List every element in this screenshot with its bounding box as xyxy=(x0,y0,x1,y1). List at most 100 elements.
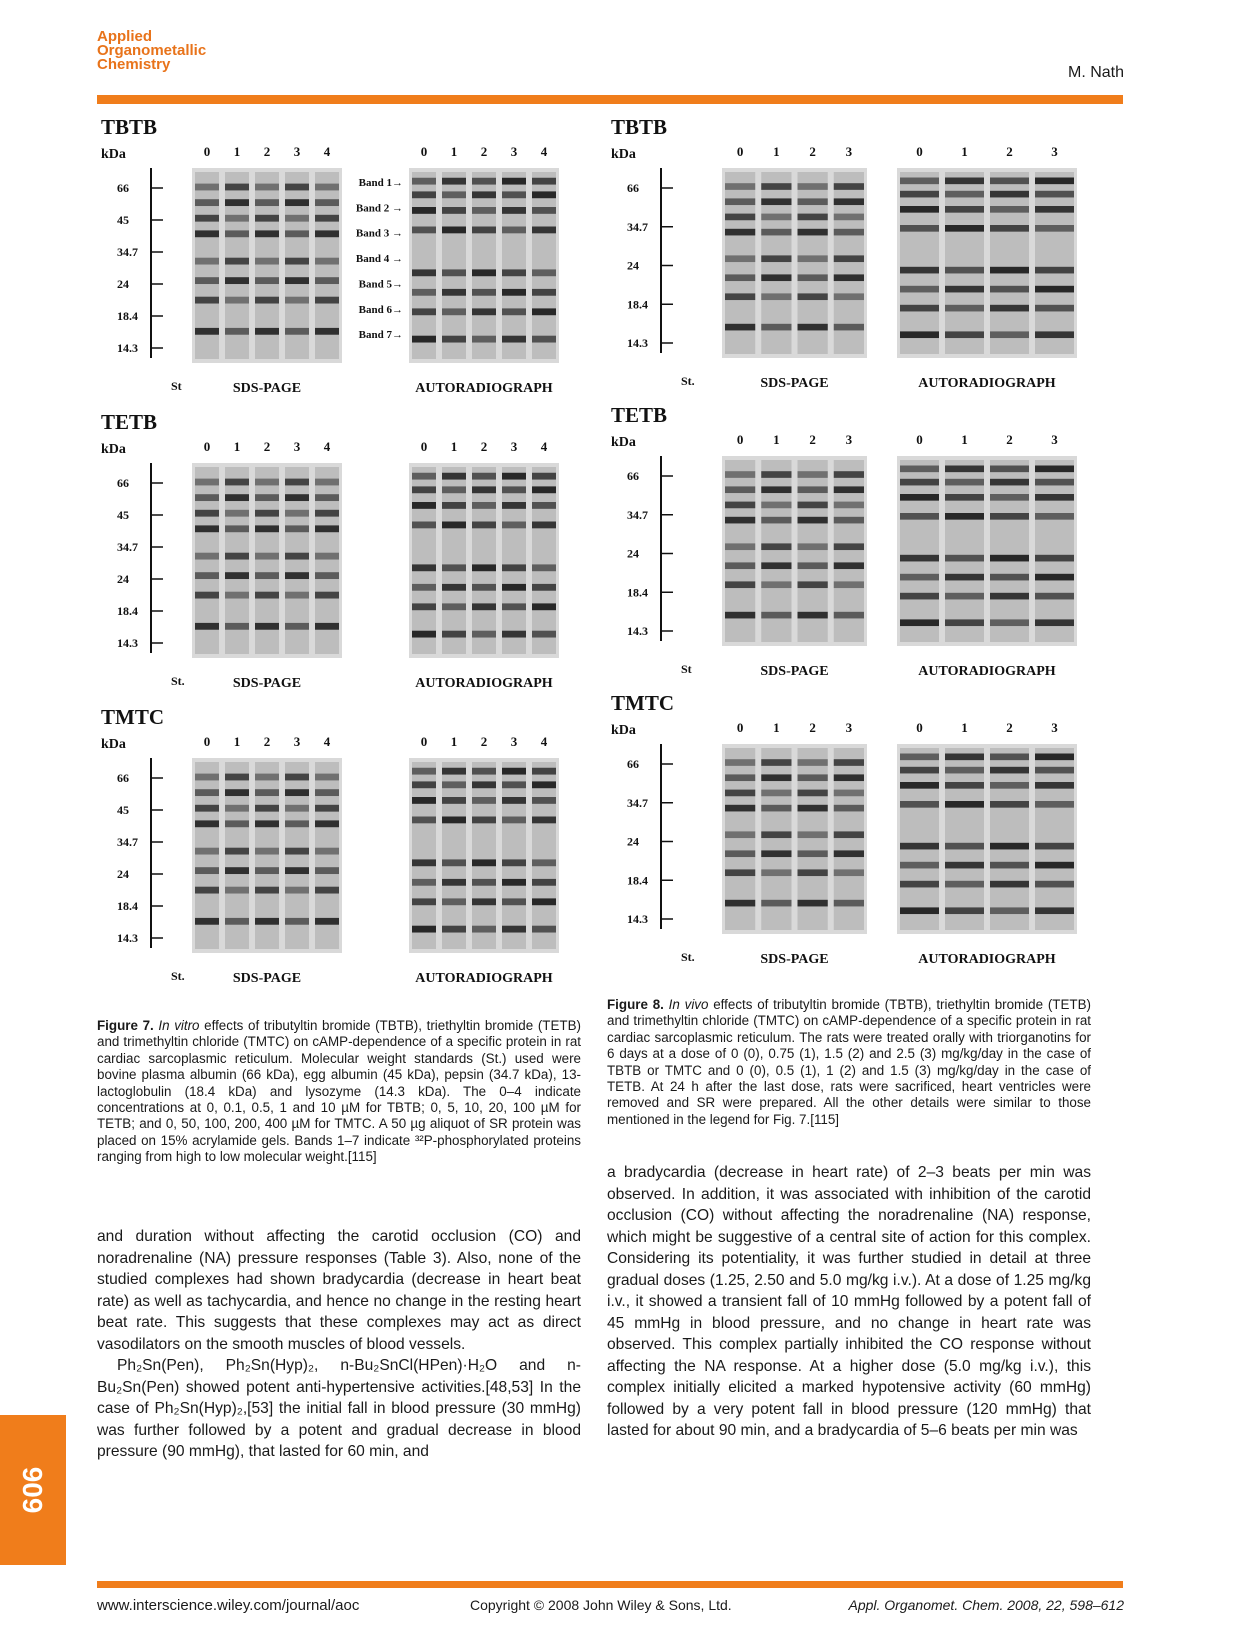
autoradiograph-label: AUTORADIOGRAPH xyxy=(918,664,1056,679)
lane-number: 0 xyxy=(421,144,428,159)
footer-rule xyxy=(97,1581,1123,1588)
marker-label: 66 xyxy=(627,757,639,771)
lane-number: 2 xyxy=(809,144,816,159)
lane-number: 1 xyxy=(961,432,968,447)
band-label: Band 4 → xyxy=(356,253,403,265)
band-label: Band 5→ xyxy=(359,278,403,290)
lane-number: 2 xyxy=(481,439,488,454)
marker-label: 34.7 xyxy=(117,245,138,259)
lane-number: 2 xyxy=(809,720,816,735)
sds-gel xyxy=(722,744,867,934)
marker-label: 14.3 xyxy=(117,636,138,650)
marker-label: 18.4 xyxy=(117,604,138,618)
lane-number: 2 xyxy=(264,144,271,159)
footer-url[interactable]: www.interscience.wiley.com/journal/aoc xyxy=(97,1597,360,1614)
figure-7: TBTB kDa 66 45 34.7 24 18.4 14.3 0 0 1 1 2 2 3 3 4 4 Band … xyxy=(97,115,583,1008)
lane-number: 3 xyxy=(846,432,853,447)
paragraph: and duration without affecting the carot… xyxy=(97,1228,581,1353)
marker-label: 18.4 xyxy=(627,873,648,887)
marker-label: 24 xyxy=(117,572,129,586)
lane-number: 0 xyxy=(421,734,428,749)
kda-label: kDa xyxy=(611,435,636,450)
lane-number: 1 xyxy=(234,144,241,159)
journal-logo: Applied Organometallic Chemistry xyxy=(97,28,206,73)
marker-label: 14.3 xyxy=(627,912,648,926)
lane-number: 4 xyxy=(324,144,331,159)
lane-number: 0 xyxy=(916,144,923,159)
autoradiograph-gel xyxy=(897,456,1077,646)
sds-page-label: SDS-PAGE xyxy=(760,376,828,391)
sds-gel xyxy=(722,456,867,646)
marker-label: 24 xyxy=(627,259,639,273)
autoradiograph-label: AUTORADIOGRAPH xyxy=(918,376,1056,391)
autoradiograph-label: AUTORADIOGRAPH xyxy=(415,971,553,986)
marker-label: 24 xyxy=(627,835,639,849)
lane-number: 1 xyxy=(773,144,780,159)
autoradiograph-label: AUTORADIOGRAPH xyxy=(918,952,1056,967)
lane-number: 1 xyxy=(234,734,241,749)
logo-line-3: Chemistry xyxy=(97,56,171,73)
standard-label: St xyxy=(681,662,692,676)
kda-label: kDa xyxy=(101,737,126,752)
lane-number: 4 xyxy=(541,439,548,454)
marker-label: 34.7 xyxy=(627,220,648,234)
compound-label: TBTB xyxy=(101,118,157,139)
lane-number: 2 xyxy=(1006,144,1013,159)
marker-label: 14.3 xyxy=(117,341,138,355)
standard-label: St. xyxy=(171,969,185,983)
lane-number: 0 xyxy=(737,720,744,735)
lane-number: 0 xyxy=(737,432,744,447)
footer-citation: Appl. Organomet. Chem. 2008, 22, 598–612 xyxy=(848,1597,1124,1613)
caption-label: Figure 7. xyxy=(97,1018,154,1033)
lane-number: 4 xyxy=(541,734,548,749)
lane-number: 0 xyxy=(916,432,923,447)
band-label: Band 6→ xyxy=(359,304,403,316)
lane-number: 2 xyxy=(481,144,488,159)
logo-line-1: Applied xyxy=(97,28,152,45)
lane-number: 1 xyxy=(773,432,780,447)
marker-label: 24 xyxy=(627,547,639,561)
page-number-tab: 606 xyxy=(0,1415,66,1565)
kda-label: kDa xyxy=(101,147,126,162)
compound-label: TETB xyxy=(611,403,667,427)
marker-label: 18.4 xyxy=(627,297,648,311)
autoradiograph-gel xyxy=(897,168,1077,358)
paragraph: a bradycardia (decrease in heart rate) o… xyxy=(607,1164,1091,1439)
marker-label: 66 xyxy=(117,476,129,490)
lane-number: 0 xyxy=(204,734,211,749)
sds-page-label: SDS-PAGE xyxy=(233,381,301,396)
compound-label: TMTC xyxy=(611,691,674,715)
lane-number: 1 xyxy=(961,144,968,159)
band-label: Band 1→ xyxy=(359,177,403,189)
lane-number: 3 xyxy=(1051,720,1058,735)
lane-number: 0 xyxy=(204,439,211,454)
paragraph: Ph₂Sn(Pen), Ph₂Sn(Hyp)₂, n-Bu₂SnCl(HPen)… xyxy=(97,1357,581,1460)
compound-label: TBTB xyxy=(611,118,667,139)
kda-label: kDa xyxy=(611,147,636,162)
lane-number: 3 xyxy=(511,734,518,749)
right-body-text: a bradycardia (decrease in heart rate) o… xyxy=(607,1162,1091,1442)
caption-italic: In vivo xyxy=(668,997,709,1012)
lane-number: 1 xyxy=(773,720,780,735)
lane-number: 1 xyxy=(234,439,241,454)
marker-label: 45 xyxy=(117,508,129,522)
kda-label: kDa xyxy=(101,442,126,457)
caption-label: Figure 8. xyxy=(607,997,664,1012)
lane-number: 2 xyxy=(264,734,271,749)
marker-label: 66 xyxy=(117,181,129,195)
lane-number: 3 xyxy=(294,144,301,159)
autoradiograph-gel xyxy=(897,744,1077,934)
autoradiograph-gel xyxy=(409,463,559,658)
band-label: Band 7→ xyxy=(359,329,403,341)
marker-label: 66 xyxy=(627,469,639,483)
compound-label: TETB xyxy=(101,410,157,434)
lane-number: 2 xyxy=(1006,720,1013,735)
sds-page-label: SDS-PAGE xyxy=(760,664,828,679)
lane-number: 2 xyxy=(264,439,271,454)
band-label: Band 2 → xyxy=(356,202,403,214)
lane-number: 4 xyxy=(541,144,548,159)
marker-label: 34.7 xyxy=(117,540,138,554)
lane-number: 0 xyxy=(737,144,744,159)
standard-label: St. xyxy=(681,374,695,388)
